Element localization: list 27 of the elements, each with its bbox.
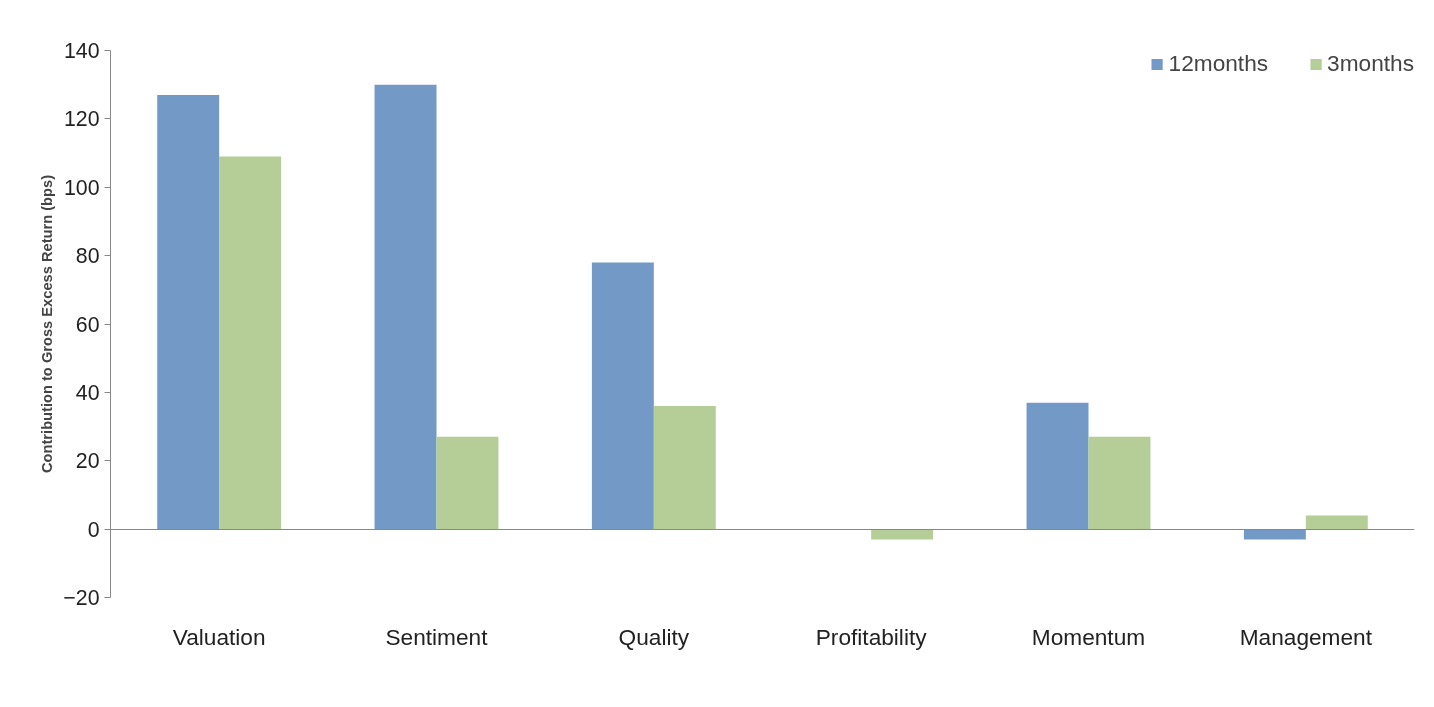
bar [591, 262, 654, 530]
bar [157, 94, 220, 530]
y-axis-title: Contribution to Gross Excess Return (bps) [39, 174, 56, 474]
y-tick-label: 60 [75, 312, 100, 337]
x-tick-label: Profitability [815, 623, 928, 650]
bar [219, 156, 282, 530]
bar [1026, 402, 1089, 530]
bar [1305, 515, 1368, 530]
bar [374, 84, 437, 530]
x-tick-label: Sentiment [385, 623, 489, 650]
bar [1088, 436, 1151, 530]
legend-label: 12months [1168, 50, 1269, 77]
y-tick-label: 20 [75, 449, 100, 474]
x-tick-label: Momentum [1031, 623, 1146, 650]
x-tick-label: Management [1239, 623, 1373, 650]
y-tick-label: 100 [63, 175, 100, 200]
x-tick-label: Valuation [172, 623, 266, 650]
y-tick-label: −20 [63, 586, 100, 610]
y-tick-label: 40 [75, 380, 100, 405]
bar [436, 436, 499, 530]
x-tick-label: Quality [618, 623, 690, 650]
y-tick-label: 80 [75, 244, 100, 269]
y-tick-label: 0 [87, 517, 100, 542]
legend-label: 3months [1327, 50, 1414, 77]
bar [653, 406, 716, 530]
y-tick-label: 140 [63, 39, 100, 63]
y-tick-label: 120 [63, 107, 100, 132]
